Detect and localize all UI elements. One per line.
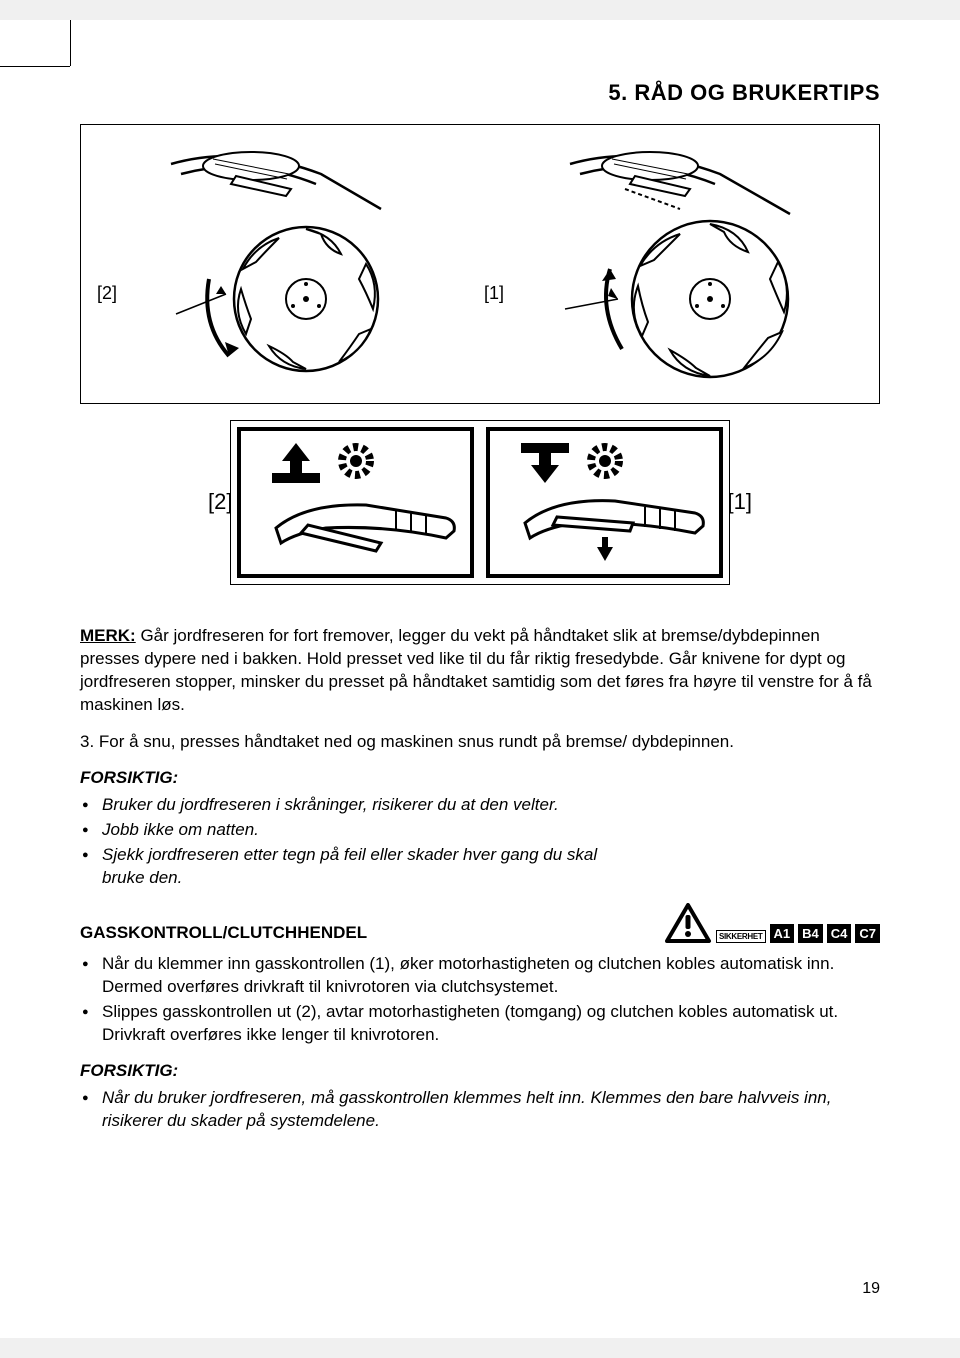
forsiktig-list-2: Når du bruker jordfreseren, må gasskontr…	[80, 1087, 880, 1133]
diagram-label-1: [1]	[484, 283, 504, 304]
handle-icon-diagram	[230, 420, 730, 585]
handle-right-panel	[486, 427, 723, 578]
safety-code: C7	[855, 924, 880, 943]
merk-paragraph: MERK: Går jordfreseren for fort fremover…	[80, 625, 880, 717]
list-item: Når du bruker jordfreseren, må gasskontr…	[80, 1087, 880, 1133]
gasskontroll-list: Når du klemmer inn gasskontrollen (1), ø…	[80, 953, 880, 1047]
list-item: Jobb ikke om natten.	[80, 819, 880, 842]
page-number: 19	[862, 1280, 880, 1298]
sikkerhet-label: SIKKERHET	[716, 930, 766, 943]
diagram-left: [2]	[81, 125, 480, 403]
crop-mark	[70, 20, 71, 66]
manual-page: 5. RÅD OG BRUKERTIPS [2]	[0, 20, 960, 1338]
list-item: Bruker du jordfreseren i skråninger, ris…	[80, 794, 880, 817]
gasskontroll-heading-row: GASSKONTROLL/CLUTCHHENDEL SIKKERHET A1 B…	[80, 903, 880, 943]
gasskontroll-heading: GASSKONTROLL/CLUTCHHENDEL	[80, 923, 367, 943]
tiller-right-illustration	[530, 134, 830, 394]
merk-label: MERK:	[80, 626, 136, 645]
handle-left-panel	[237, 427, 474, 578]
handle-diagram-container: [2] [1]	[80, 420, 880, 585]
list-item: Når du klemmer inn gasskontrollen (1), ø…	[80, 953, 880, 999]
list-item: Slippes gasskontrollen ut (2), avtar mot…	[80, 1001, 880, 1047]
diagram-label-2: [2]	[97, 283, 117, 304]
forsiktig-label-2: FORSIKTIG:	[80, 1061, 880, 1081]
forsiktig-label-1: FORSIKTIG:	[80, 768, 880, 788]
tiller-left-illustration	[131, 134, 431, 394]
handle-up-icon	[246, 433, 466, 573]
handle-down-icon	[495, 433, 715, 573]
diagram-right: [1]	[480, 125, 879, 403]
step-text: For å snu, presses håndtaket ned og mask…	[94, 732, 734, 751]
safety-badge-group: SIKKERHET A1 B4 C4 C7	[664, 903, 880, 943]
page-title: 5. RÅD OG BRUKERTIPS	[80, 80, 880, 106]
step-3: 3. For å snu, presses håndtaket ned og m…	[80, 731, 880, 754]
step-number: 3.	[80, 732, 94, 751]
handle-label-2: [2]	[208, 489, 232, 515]
safety-code: A1	[770, 924, 795, 943]
safety-code: B4	[798, 924, 823, 943]
merk-text: Går jordfreseren for fort fremover, legg…	[80, 626, 872, 714]
warning-triangle-icon	[664, 903, 712, 945]
crop-mark	[0, 66, 70, 67]
handle-label-1: [1]	[728, 489, 752, 515]
tiller-blade-diagram: [2]	[80, 124, 880, 404]
list-item: Sjekk jordfreseren etter tegn på feil el…	[80, 844, 620, 890]
forsiktig-list-1: Bruker du jordfreseren i skråninger, ris…	[80, 794, 880, 890]
safety-code: C4	[827, 924, 852, 943]
